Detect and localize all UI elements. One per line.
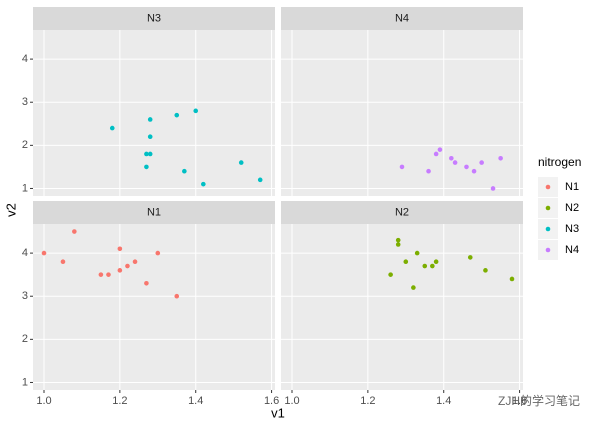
- point: [399, 164, 405, 170]
- point: [41, 250, 47, 256]
- point: [490, 186, 496, 191]
- x-tick-label: 1.0: [36, 395, 51, 407]
- x-tick-label: 1.6: [512, 395, 527, 407]
- point: [193, 108, 199, 114]
- point: [498, 155, 503, 161]
- strip-label: N4: [395, 12, 409, 24]
- point: [467, 255, 473, 260]
- point: [395, 242, 401, 247]
- point: [132, 259, 138, 265]
- panel-background: [33, 224, 275, 390]
- x-tick-label: 1.2: [360, 395, 375, 407]
- point: [147, 151, 153, 157]
- point: [388, 272, 393, 277]
- point: [433, 259, 439, 265]
- point: [426, 168, 431, 174]
- panel-background: [281, 224, 523, 390]
- point: [452, 160, 458, 165]
- y-axis-title: v2: [3, 203, 18, 217]
- point: [403, 259, 409, 265]
- point: [433, 151, 439, 157]
- point: [238, 160, 244, 165]
- point: [479, 160, 484, 165]
- watermark: ZJH的学习笔记: [498, 393, 580, 408]
- point: [182, 168, 187, 174]
- point: [147, 134, 153, 140]
- legend-title: nitrogen: [538, 155, 581, 169]
- point: [98, 272, 104, 277]
- y-tick-label: 3: [22, 290, 28, 302]
- point: [72, 229, 77, 234]
- point: [125, 263, 130, 269]
- point: [257, 177, 263, 183]
- point: [147, 117, 153, 122]
- panel-background: [33, 30, 275, 196]
- strip: [33, 201, 275, 224]
- y-tick-label: 1: [22, 376, 28, 388]
- x-axis-title: v1: [271, 405, 285, 420]
- point: [174, 293, 180, 299]
- point: [106, 272, 111, 277]
- legend-label: N4: [565, 244, 579, 256]
- strip-label: N3: [147, 12, 161, 24]
- legend-marker: [545, 205, 551, 211]
- point: [109, 125, 115, 131]
- x-tick-label: 1.4: [436, 395, 451, 407]
- legend-label: N3: [565, 223, 579, 235]
- point: [174, 112, 180, 118]
- point: [395, 237, 401, 243]
- point: [117, 246, 123, 252]
- legend-marker: [545, 184, 551, 190]
- x-tick-label: 1.6: [264, 395, 279, 407]
- legend-marker: [545, 247, 551, 253]
- y-tick-label: 2: [22, 333, 28, 345]
- point: [201, 181, 206, 187]
- panel-background: [281, 30, 523, 196]
- point: [411, 285, 416, 290]
- strip: [33, 7, 275, 30]
- point: [509, 276, 515, 282]
- point: [60, 259, 66, 265]
- point: [155, 250, 161, 256]
- y-tick-label: 4: [22, 247, 28, 259]
- point: [471, 168, 477, 174]
- strip: [281, 201, 523, 224]
- point: [464, 164, 469, 170]
- point: [483, 268, 488, 273]
- y-tick-label: 2: [22, 139, 28, 151]
- point: [144, 164, 149, 170]
- strip-label: N1: [147, 206, 161, 218]
- point: [430, 263, 435, 269]
- point: [449, 155, 454, 161]
- x-tick-label: 1.0: [284, 395, 299, 407]
- point: [117, 268, 123, 273]
- x-tick-label: 1.4: [188, 395, 203, 407]
- x-tick-label: 1.2: [112, 395, 127, 407]
- point: [144, 280, 149, 286]
- y-tick-label: 3: [22, 96, 28, 108]
- strip-label: N2: [395, 206, 409, 218]
- point: [422, 263, 428, 269]
- point: [414, 250, 420, 256]
- legend-marker: [545, 226, 551, 232]
- strip: [281, 7, 523, 30]
- legend-label: N2: [565, 202, 579, 214]
- point: [437, 147, 443, 152]
- legend-label: N1: [565, 181, 579, 193]
- y-tick-label: 4: [22, 53, 28, 65]
- y-tick-label: 1: [22, 182, 28, 194]
- point: [144, 151, 149, 157]
